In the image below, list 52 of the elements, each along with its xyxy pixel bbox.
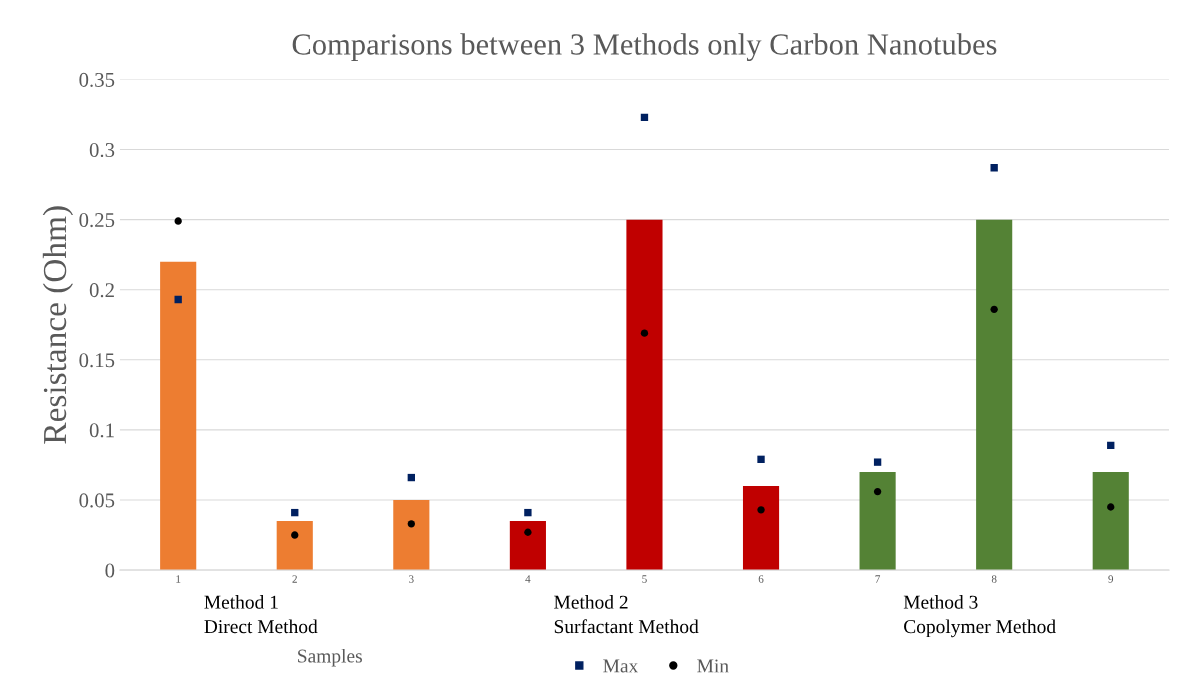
point (407, 473, 415, 482)
y-tick-label: 0.35 (79, 72, 115, 87)
x-tick-label: 4 (525, 575, 531, 583)
y-tick-label: 0.3 (89, 142, 115, 158)
bar (976, 219, 1013, 571)
point (291, 531, 299, 539)
y-tick-label: 0.15 (79, 353, 115, 368)
point (174, 217, 182, 225)
x-tick-label: 7 (875, 575, 881, 583)
y-tick-label: 0.2 (89, 283, 114, 298)
text: Method 1 Direct Method (204, 595, 318, 634)
x-tick-label: 8 (991, 575, 997, 583)
x-tick-label: 9 (1108, 575, 1114, 583)
point (640, 113, 649, 121)
bar (1092, 471, 1129, 571)
point (757, 506, 765, 514)
legend-label: Max (603, 659, 639, 673)
point (1107, 503, 1115, 511)
point (873, 458, 882, 466)
point (990, 305, 998, 314)
bar (160, 261, 197, 571)
x-tick-label: 3 (409, 575, 414, 583)
point (873, 487, 882, 496)
x-tick-label: 2 (292, 575, 297, 583)
x-tick-label: 1 (176, 575, 181, 583)
x-tick-label: 5 (642, 575, 647, 583)
legend-label: Min (697, 659, 729, 673)
point (757, 455, 765, 464)
point (407, 520, 415, 528)
point (990, 164, 998, 172)
x-tick-label: 6 (758, 575, 764, 583)
bar (509, 521, 546, 571)
y-tick-label: 0 (105, 563, 115, 578)
bar (393, 499, 430, 571)
point (1107, 441, 1115, 449)
bar (742, 485, 780, 571)
point (174, 295, 182, 304)
y-tick-label: 0.25 (79, 213, 115, 228)
bar (859, 471, 896, 571)
y-tick-label: 0.1 (89, 423, 114, 438)
x-axis-title: Samples (298, 648, 362, 667)
text: Method 2 Surfactant Method (554, 595, 699, 634)
text: Method 3 Copolymer Method (903, 595, 1056, 638)
point (524, 508, 532, 517)
chart-title: Comparisons between 3 Methods only Carbon Nanotubes (292, 33, 997, 62)
point (291, 508, 299, 517)
point (524, 528, 532, 536)
y-tick-label: 0.05 (79, 493, 115, 508)
y-axis-title: Resistance (Ohm) (42, 206, 74, 444)
point (640, 329, 649, 337)
bar (276, 521, 313, 571)
bar (626, 219, 663, 571)
